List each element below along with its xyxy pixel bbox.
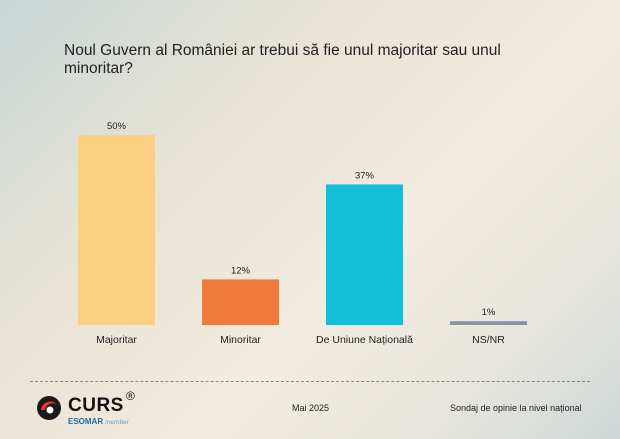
curs-swirl-icon <box>37 396 61 420</box>
chart-title: Noul Guvern al României ar trebui să fie… <box>64 42 501 77</box>
logo-esomar: ESOMAR member <box>68 417 129 426</box>
bar-majoritar <box>78 135 155 325</box>
logo-registered-mark: ® <box>126 389 135 403</box>
esomar-text: ESOMAR <box>68 417 104 426</box>
footer-date: Mai 2025 <box>292 403 330 413</box>
footer-source: Sondaj de opinie la nivel național <box>450 403 582 413</box>
footer-divider <box>30 381 590 382</box>
value-label-majoritar: 50% <box>107 121 127 132</box>
category-label-majoritar: Majoritar <box>96 334 137 346</box>
category-label-de-uniune-nationala: De Uniune Națională <box>316 334 413 346</box>
logo-text: CURS <box>68 395 124 416</box>
value-label-minoritar: 12% <box>231 265 251 276</box>
value-label-ns-nr: 1% <box>482 307 496 318</box>
bar-de-uniune-nationala <box>326 184 403 325</box>
bar-ns-nr <box>450 321 527 325</box>
category-label-ns-nr: NS/NR <box>472 334 505 346</box>
value-label-de-uniune-nationala: 37% <box>355 170 375 181</box>
esomar-member-text: member <box>105 419 129 426</box>
category-label-minoritar: Minoritar <box>220 334 261 346</box>
bar-chart: 50% Majoritar 12% Minoritar 37% De Uniune Naț… <box>78 121 527 346</box>
curs-logo: CURS ® ESOMAR member <box>34 389 164 431</box>
bar-minoritar <box>202 279 279 325</box>
